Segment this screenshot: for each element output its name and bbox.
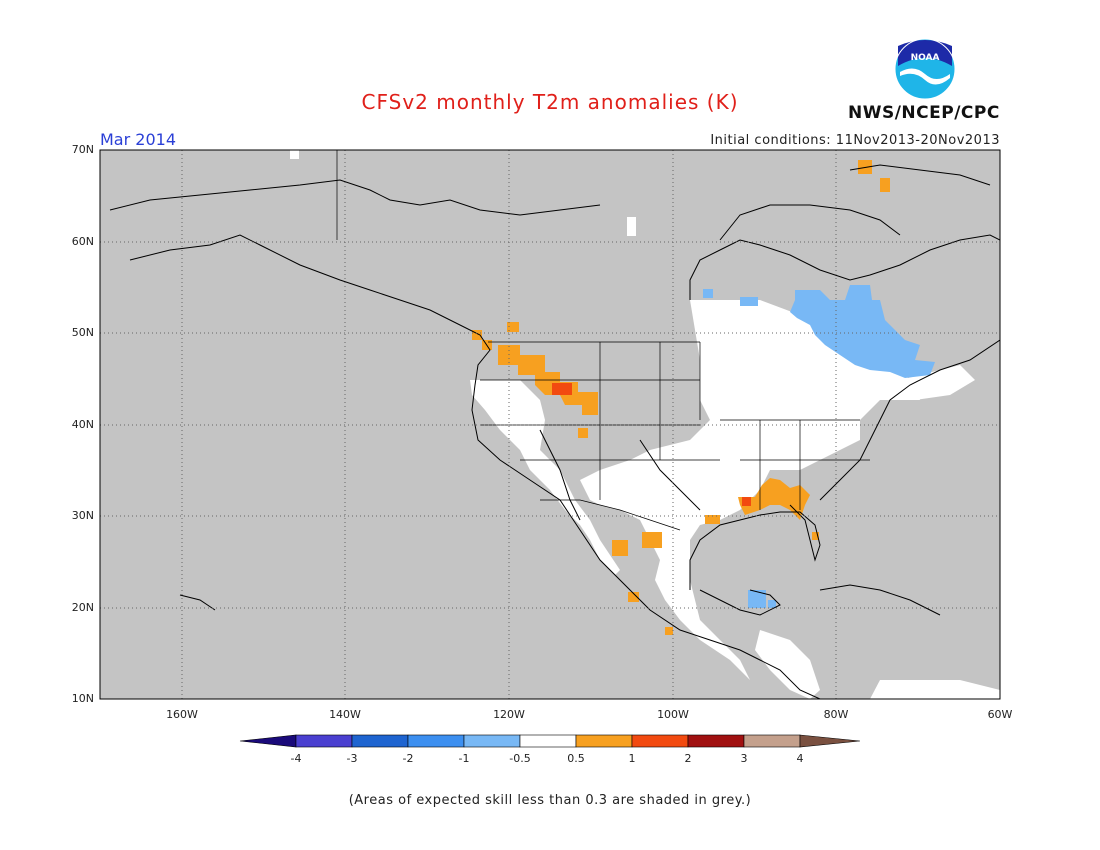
colorbar-box (519, 734, 577, 748)
colorbar-label: 2 (684, 752, 692, 765)
lat-label: 60N (71, 235, 94, 248)
colorbar-label: -1 (458, 752, 470, 765)
colorbar-low-arrow (239, 734, 297, 748)
colorbar-box (743, 734, 801, 748)
lat-label: 30N (71, 509, 94, 522)
map-frame (99, 149, 1001, 700)
lon-label: 80W (823, 708, 849, 721)
colorbar-label: -4 (290, 752, 302, 765)
colorbar-box (463, 734, 521, 748)
skill-footnote: (Areas of expected skill less than 0.3 a… (348, 793, 752, 808)
initial-conditions: Initial conditions: 11Nov2013-20Nov2013 (710, 133, 1000, 148)
lat-label: 50N (71, 326, 94, 339)
colorbar-box (295, 734, 353, 748)
colorbar-high-arrow (799, 734, 861, 748)
strong-warm-anomalies (552, 383, 751, 506)
white-skill-areas (290, 150, 1000, 699)
colorbar-label: 3 (740, 752, 748, 765)
map-title: CFSv2 monthly T2m anomalies (K) (361, 90, 739, 114)
logo-text: NOAA (911, 53, 940, 63)
forecast-month: Mar 2014 (100, 130, 176, 149)
colorbar-box (687, 734, 745, 748)
lat-label: 20N (71, 601, 94, 614)
colorbar-box (351, 734, 409, 748)
lon-label: 100W (657, 708, 689, 721)
lon-label: 60W (987, 708, 1013, 721)
colorbar-label: 4 (796, 752, 804, 765)
colorbar-label: -0.5 (509, 752, 531, 765)
colorbar-box (575, 734, 633, 748)
colorbar (239, 734, 861, 748)
cool-anomalies (703, 285, 935, 608)
lon-label: 140W (329, 708, 361, 721)
colorbar-label: -3 (346, 752, 358, 765)
colorbar-box (631, 734, 689, 748)
lon-label: 160W (166, 708, 198, 721)
noaa-logo-icon: NOAA (894, 38, 956, 100)
lat-label: 40N (71, 418, 94, 431)
agency-name: NWS/NCEP/CPC (848, 103, 1000, 123)
lat-label: 10N (71, 692, 94, 705)
lat-label: 70N (71, 143, 94, 156)
colorbar-box (407, 734, 465, 748)
colorbar-label: 1 (628, 752, 636, 765)
colorbar-label: 0.5 (567, 752, 585, 765)
lon-label: 120W (493, 708, 525, 721)
coastlines (109, 164, 1000, 699)
colorbar-label: -2 (402, 752, 414, 765)
